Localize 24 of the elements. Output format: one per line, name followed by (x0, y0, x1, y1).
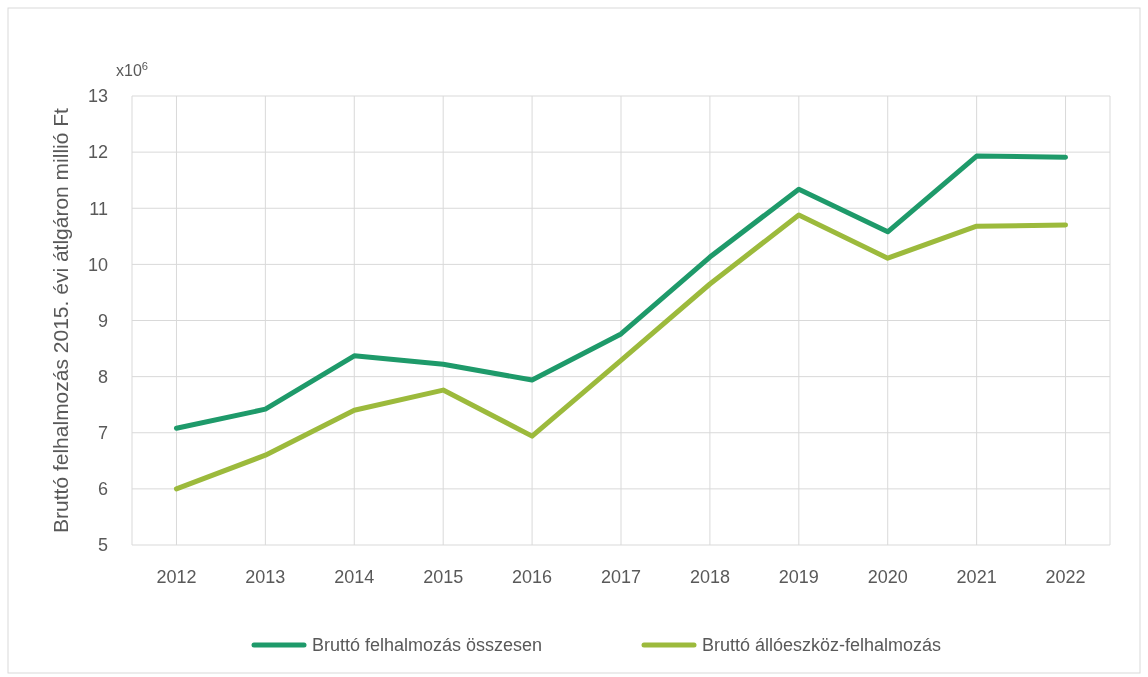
x-tick-label: 2018 (689, 567, 730, 587)
y-tick-label: 13 (87, 86, 108, 107)
x-tick-label: 2017 (600, 567, 642, 587)
x-tick-label: 2013 (245, 567, 286, 587)
y-tick-label: 12 (87, 142, 108, 163)
legend-label: Bruttó felhalmozás összesen (312, 635, 543, 656)
y-tick-label: 9 (97, 310, 108, 331)
x-tick-label: 2020 (867, 567, 908, 587)
y-tick-label: 10 (87, 254, 108, 275)
y-tick-label: 6 (97, 479, 108, 500)
legend-label: Bruttó állóeszköz-felhalmozás (702, 635, 942, 656)
x-tick-label: 2016 (512, 567, 553, 587)
text: x10$^{6}$ (116, 60, 149, 79)
y-axis-title: Bruttó felhalmozás 2015. évi átlgáron millió Ft (49, 107, 72, 533)
x-tick-label: 2012 (156, 567, 197, 587)
y-tick-label: 5 (97, 535, 108, 556)
y-tick-label: 8 (97, 366, 108, 387)
x-tick-label: 2015 (423, 567, 464, 587)
x-tick-label: 2014 (334, 567, 375, 587)
x-tick-label: 2022 (1045, 567, 1086, 587)
y-tick-label: 11 (89, 198, 108, 219)
y-tick-label: 7 (97, 423, 108, 444)
x-tick-label: 2019 (778, 567, 819, 587)
x-tick-label: 2021 (956, 567, 997, 587)
